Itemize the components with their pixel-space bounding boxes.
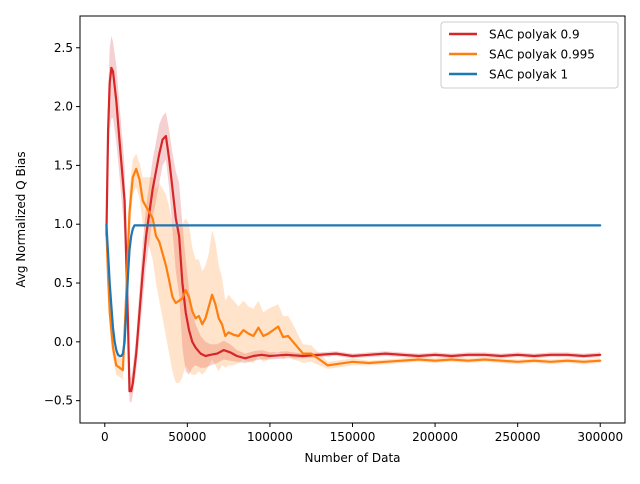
y-tick-label: −0.5 (44, 394, 73, 408)
legend-label-polyak-1: SAC polyak 1 (489, 68, 568, 82)
legend-box (440, 21, 619, 89)
y-tick-label: 1.5 (54, 158, 73, 172)
y-axis-label: Avg Normalized Q Bias (14, 151, 28, 287)
y-tick-label: 1.0 (54, 217, 73, 231)
line-series-2 (105, 223, 602, 358)
x-tick-label: 250000 (495, 430, 541, 444)
legend-label-polyak-0-9: SAC polyak 0.9 (489, 28, 580, 42)
line-series-1 (105, 167, 602, 372)
y-axis-ticks: −0.5 0.0 0.5 1.0 1.5 2.0 2.5 (44, 41, 80, 408)
x-axis-label: Number of Data (304, 451, 400, 465)
y-tick-label: 0.0 (54, 335, 73, 349)
y-tick-label: 2.5 (54, 41, 73, 55)
series-lines (105, 66, 602, 393)
legend: SAC polyak 0.9 SAC polyak 0.995 SAC poly… (440, 21, 619, 89)
x-tick-label: 300000 (577, 430, 623, 444)
y-tick-label: 2.0 (54, 100, 73, 114)
y-tick-label: 0.5 (54, 276, 73, 290)
x-axis-ticks: 0 50000 100000 150000 200000 250000 300000 (101, 423, 623, 444)
line-series-0 (105, 66, 602, 393)
x-tick-label: 50000 (168, 430, 206, 444)
x-tick-label: 200000 (412, 430, 458, 444)
legend-label-polyak-0-995: SAC polyak 0.995 (489, 48, 595, 62)
band-series-1 (106, 153, 601, 383)
confidence-bands (106, 36, 601, 403)
x-tick-label: 100000 (247, 430, 293, 444)
x-tick-label: 150000 (330, 430, 376, 444)
x-tick-label: 0 (101, 430, 109, 444)
